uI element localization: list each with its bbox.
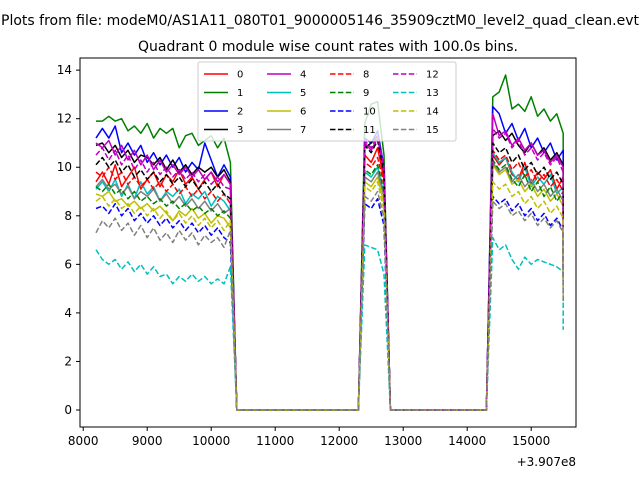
- x-tick-label: 13000: [384, 434, 422, 448]
- series-line-4: [95, 113, 564, 411]
- series-line-1: [96, 74, 564, 411]
- chart-title: Quadrant 0 module wise count rates with …: [138, 39, 518, 55]
- legend-frame: [197, 61, 457, 142]
- y-tick-label: 14: [57, 63, 72, 77]
- series-line-11: [95, 139, 564, 411]
- y-tick-label: 8: [64, 209, 72, 223]
- plot-area: [95, 74, 564, 411]
- figure-suptitle: Plots from file: modeM0/AS1A11_080T01_90…: [1, 13, 639, 29]
- legend-label-3: 3: [237, 125, 243, 136]
- legend-label-0: 0: [237, 70, 243, 81]
- x-offset-label: +3.907e8: [517, 455, 576, 469]
- series-line-14: [95, 181, 564, 411]
- series-line-8: [95, 149, 564, 411]
- legend-label-7: 7: [300, 125, 306, 136]
- series-line-2: [95, 105, 564, 411]
- x-tick-label: 8000: [68, 434, 99, 448]
- y-tick-label: 0: [64, 403, 72, 417]
- legend-label-12: 12: [426, 70, 439, 81]
- y-tick-label: 6: [64, 257, 72, 271]
- legend-label-13: 13: [426, 88, 439, 99]
- legend-label-6: 6: [300, 107, 306, 118]
- y-tick-label: 10: [57, 160, 72, 174]
- series-line-3: [95, 130, 564, 411]
- series-line-13: [95, 236, 564, 411]
- x-tick-label: 14000: [448, 434, 486, 448]
- axes-frame: [79, 57, 577, 428]
- series-line-9: [95, 159, 564, 411]
- legend-label-10: 10: [363, 107, 376, 118]
- legend-label-1: 1: [237, 88, 243, 99]
- y-axis: 0 2 4 6 8 10 12 14: [57, 63, 80, 417]
- x-tick-label: 11000: [256, 434, 294, 448]
- legend-label-4: 4: [300, 70, 306, 81]
- legend-label-11: 11: [363, 125, 376, 136]
- x-tick-label: 10000: [192, 434, 230, 448]
- series-line-10: [95, 195, 564, 411]
- legend-label-5: 5: [300, 88, 306, 99]
- legend-label-9: 9: [363, 88, 369, 99]
- y-tick-label: 12: [57, 112, 72, 126]
- series-line-12: [95, 127, 564, 411]
- legend-label-2: 2: [237, 107, 243, 118]
- legend-label-8: 8: [363, 70, 369, 81]
- legend-label-14: 14: [426, 107, 439, 118]
- series-line-15: [95, 190, 564, 411]
- x-axis: 8000 9000 10000 11000 12000 13000 14000 15000: [68, 427, 550, 448]
- y-tick-label: 4: [64, 306, 72, 320]
- x-tick-label: 9000: [132, 434, 163, 448]
- y-tick-label: 2: [64, 354, 72, 368]
- x-tick-label: 12000: [320, 434, 358, 448]
- legend-label-15: 15: [426, 125, 439, 136]
- x-tick-label: 15000: [512, 434, 550, 448]
